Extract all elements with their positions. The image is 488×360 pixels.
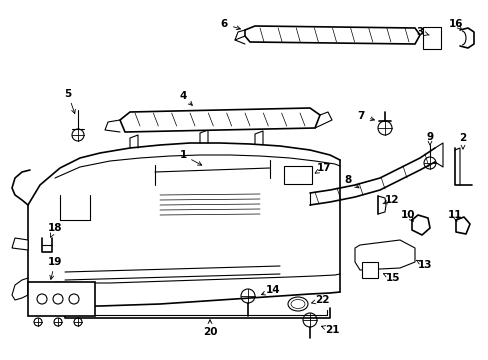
Text: 18: 18 xyxy=(48,223,62,233)
Text: 19: 19 xyxy=(48,257,62,267)
Text: 11: 11 xyxy=(447,210,461,220)
Text: 14: 14 xyxy=(265,285,280,295)
Text: 6: 6 xyxy=(220,19,227,29)
Polygon shape xyxy=(244,26,419,44)
Bar xyxy=(422,27,440,49)
Text: 21: 21 xyxy=(324,325,339,335)
Text: 20: 20 xyxy=(203,327,217,337)
Polygon shape xyxy=(12,238,28,250)
Polygon shape xyxy=(354,240,414,270)
Text: 13: 13 xyxy=(417,260,431,270)
Text: 17: 17 xyxy=(316,163,331,173)
Polygon shape xyxy=(120,108,319,132)
Text: 4: 4 xyxy=(179,91,186,101)
Polygon shape xyxy=(28,282,95,316)
Bar xyxy=(361,262,377,278)
Text: 3: 3 xyxy=(415,27,423,37)
Text: 15: 15 xyxy=(385,273,400,283)
Text: 8: 8 xyxy=(344,175,351,185)
Bar xyxy=(284,166,311,184)
Text: 5: 5 xyxy=(64,89,71,99)
Text: 10: 10 xyxy=(400,210,414,220)
Text: 1: 1 xyxy=(179,150,186,160)
Text: 22: 22 xyxy=(314,295,328,305)
Text: 7: 7 xyxy=(357,111,364,121)
Text: 12: 12 xyxy=(384,195,398,205)
Text: 2: 2 xyxy=(458,133,466,143)
Text: 16: 16 xyxy=(448,19,462,29)
Text: 9: 9 xyxy=(426,132,433,142)
